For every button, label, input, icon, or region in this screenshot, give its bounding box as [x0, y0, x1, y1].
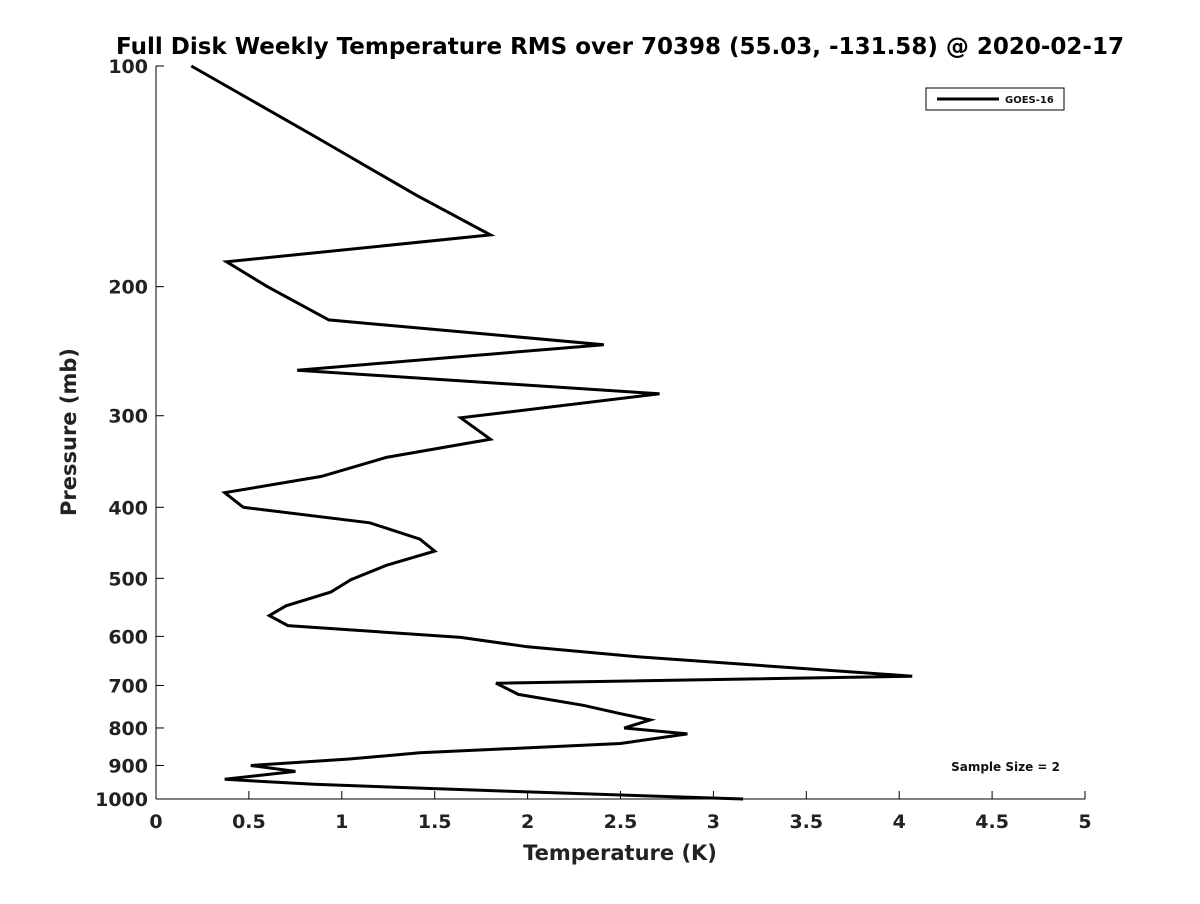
y-tick-label: 200 [108, 277, 148, 299]
series-line-goes-16 [190, 64, 913, 801]
x-axis-label: Temperature (K) [523, 841, 717, 865]
x-tick-label: 4 [893, 811, 906, 833]
chart-title: Full Disk Weekly Temperature RMS over 70… [116, 34, 1124, 60]
axes [155, 66, 1085, 800]
y-tick-label: 700 [108, 675, 148, 697]
series-layer [190, 64, 913, 801]
y-tick-label: 400 [108, 497, 148, 519]
x-tick-label: 2.5 [604, 811, 638, 833]
y-tick-label: 600 [108, 626, 148, 648]
x-tick-label: 3.5 [789, 811, 823, 833]
y-tick-label: 1000 [95, 789, 148, 811]
x-tick-label: 4.5 [975, 811, 1009, 833]
x-tick-label: 0 [149, 811, 162, 833]
y-tick-label: 100 [108, 56, 148, 78]
x-tick-label: 5 [1078, 811, 1091, 833]
y-tick-label: 300 [108, 406, 148, 428]
y-tick-label: 900 [108, 755, 148, 777]
sample-size-annotation: Sample Size = 2 [951, 760, 1060, 774]
legend: GOES-16 [925, 87, 1065, 111]
x-tick-label: 2 [521, 811, 534, 833]
y-axis-ticks: 100 200 300 400 500 600 700 800 900 1000 [95, 56, 164, 811]
x-tick-label: 1.5 [418, 811, 452, 833]
legend-label-goes-16: GOES-16 [1005, 95, 1054, 106]
x-axis-ticks: 0 0.5 1 1.5 2 2.5 3 3.5 4 4.5 5 [149, 791, 1092, 833]
x-tick-label: 3 [707, 811, 720, 833]
y-axis-label: Pressure (mb) [57, 348, 81, 516]
y-tick-label: 500 [108, 568, 148, 590]
x-tick-label: 1 [335, 811, 348, 833]
x-tick-label: 0.5 [232, 811, 266, 833]
y-tick-label: 800 [108, 718, 148, 740]
